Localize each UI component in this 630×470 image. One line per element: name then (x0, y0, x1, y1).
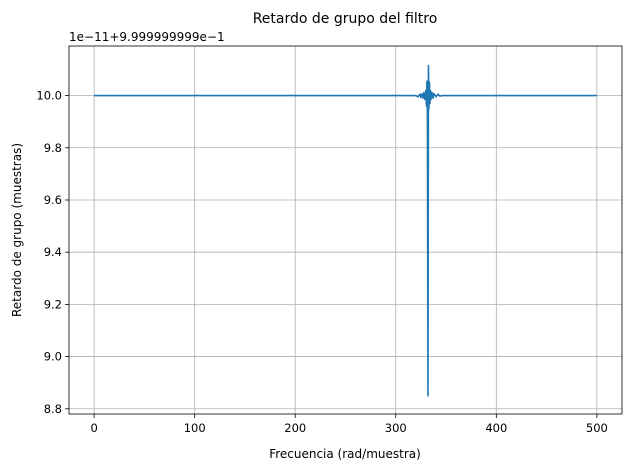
plot-frame (68, 45, 623, 415)
y-tick-label: 8.8 (44, 402, 62, 416)
x-tick-label: 300 (385, 421, 407, 435)
x-tick-label: 500 (586, 421, 608, 435)
x-tick-label: 400 (485, 421, 507, 435)
y-tick-label: 9.8 (44, 141, 62, 155)
y-axis-label: Retardo de grupo (muestras) (10, 143, 24, 317)
x-tick-label: 200 (284, 421, 306, 435)
y-tick-label: 9.0 (44, 350, 62, 364)
y-offset-text: 1e−11+9.999999999e−1 (69, 30, 225, 44)
y-tick-label: 9.4 (44, 245, 62, 259)
y-tick-label: 10.0 (36, 89, 62, 103)
y-axis: 8.8 9.0 9.2 9.4 9.6 9.8 10.0 (36, 89, 69, 416)
x-axis: 0 100 200 300 400 500 (90, 414, 608, 435)
y-tick-label: 9.6 (44, 193, 62, 207)
group-delay-line (94, 64, 597, 397)
x-axis-label: Frecuencia (rad/muestra) (269, 447, 421, 461)
grid (69, 46, 622, 414)
x-tick-label: 0 (90, 421, 97, 435)
y-tick-label: 9.2 (44, 297, 62, 311)
x-tick-label: 100 (184, 421, 206, 435)
chart-title: Retardo de grupo del filtro (253, 11, 438, 27)
series-layer (94, 64, 597, 397)
